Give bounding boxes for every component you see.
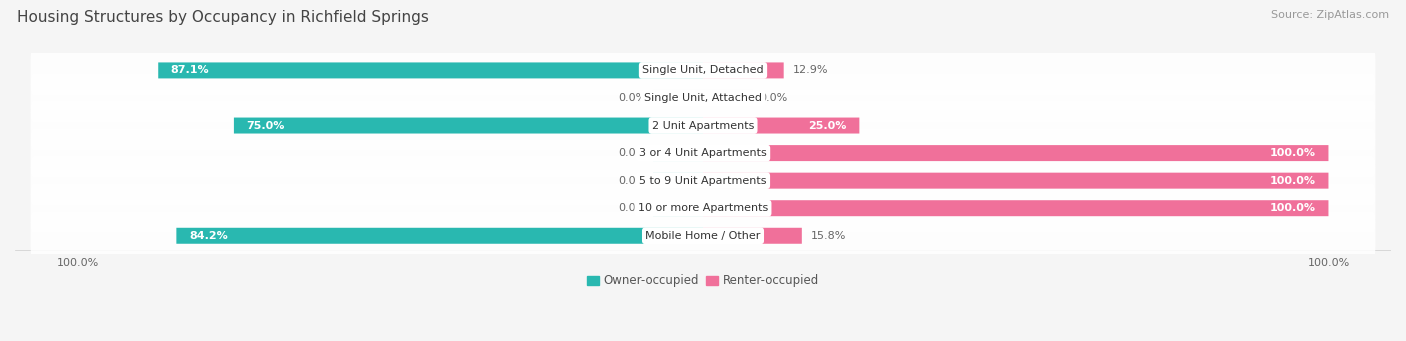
Text: Single Unit, Attached: Single Unit, Attached xyxy=(644,93,762,103)
Text: 10 or more Apartments: 10 or more Apartments xyxy=(638,203,768,213)
FancyBboxPatch shape xyxy=(31,74,1375,122)
FancyBboxPatch shape xyxy=(652,145,703,161)
FancyBboxPatch shape xyxy=(159,62,703,78)
FancyBboxPatch shape xyxy=(652,200,703,216)
Text: 100.0%: 100.0% xyxy=(1270,148,1316,158)
FancyBboxPatch shape xyxy=(703,228,801,244)
FancyBboxPatch shape xyxy=(31,184,1375,233)
FancyBboxPatch shape xyxy=(31,211,1375,260)
Text: Source: ZipAtlas.com: Source: ZipAtlas.com xyxy=(1271,10,1389,20)
Text: 5 to 9 Unit Apartments: 5 to 9 Unit Apartments xyxy=(640,176,766,186)
Text: 0.0%: 0.0% xyxy=(619,148,647,158)
Legend: Owner-occupied, Renter-occupied: Owner-occupied, Renter-occupied xyxy=(582,270,824,292)
Text: 87.1%: 87.1% xyxy=(170,65,209,75)
Text: 100.0%: 100.0% xyxy=(1270,203,1316,213)
FancyBboxPatch shape xyxy=(652,90,703,106)
FancyBboxPatch shape xyxy=(703,118,859,134)
FancyBboxPatch shape xyxy=(31,129,1375,177)
FancyBboxPatch shape xyxy=(652,173,703,189)
Text: Single Unit, Detached: Single Unit, Detached xyxy=(643,65,763,75)
Text: 75.0%: 75.0% xyxy=(246,120,285,131)
Text: 25.0%: 25.0% xyxy=(808,120,846,131)
Text: 12.9%: 12.9% xyxy=(793,65,828,75)
Text: 0.0%: 0.0% xyxy=(619,203,647,213)
FancyBboxPatch shape xyxy=(31,101,1375,150)
Text: 3 or 4 Unit Apartments: 3 or 4 Unit Apartments xyxy=(640,148,766,158)
FancyBboxPatch shape xyxy=(233,118,703,134)
Text: 0.0%: 0.0% xyxy=(759,93,787,103)
Text: 2 Unit Apartments: 2 Unit Apartments xyxy=(652,120,754,131)
Text: 0.0%: 0.0% xyxy=(619,93,647,103)
Text: 100.0%: 100.0% xyxy=(1270,176,1316,186)
Text: 15.8%: 15.8% xyxy=(811,231,846,241)
FancyBboxPatch shape xyxy=(703,62,783,78)
Text: Mobile Home / Other: Mobile Home / Other xyxy=(645,231,761,241)
FancyBboxPatch shape xyxy=(703,173,1329,189)
Text: 84.2%: 84.2% xyxy=(188,231,228,241)
FancyBboxPatch shape xyxy=(31,157,1375,205)
Text: 0.0%: 0.0% xyxy=(619,176,647,186)
FancyBboxPatch shape xyxy=(703,145,1329,161)
FancyBboxPatch shape xyxy=(176,228,703,244)
FancyBboxPatch shape xyxy=(703,90,754,106)
FancyBboxPatch shape xyxy=(31,46,1375,95)
Text: Housing Structures by Occupancy in Richfield Springs: Housing Structures by Occupancy in Richf… xyxy=(17,10,429,25)
FancyBboxPatch shape xyxy=(703,200,1329,216)
